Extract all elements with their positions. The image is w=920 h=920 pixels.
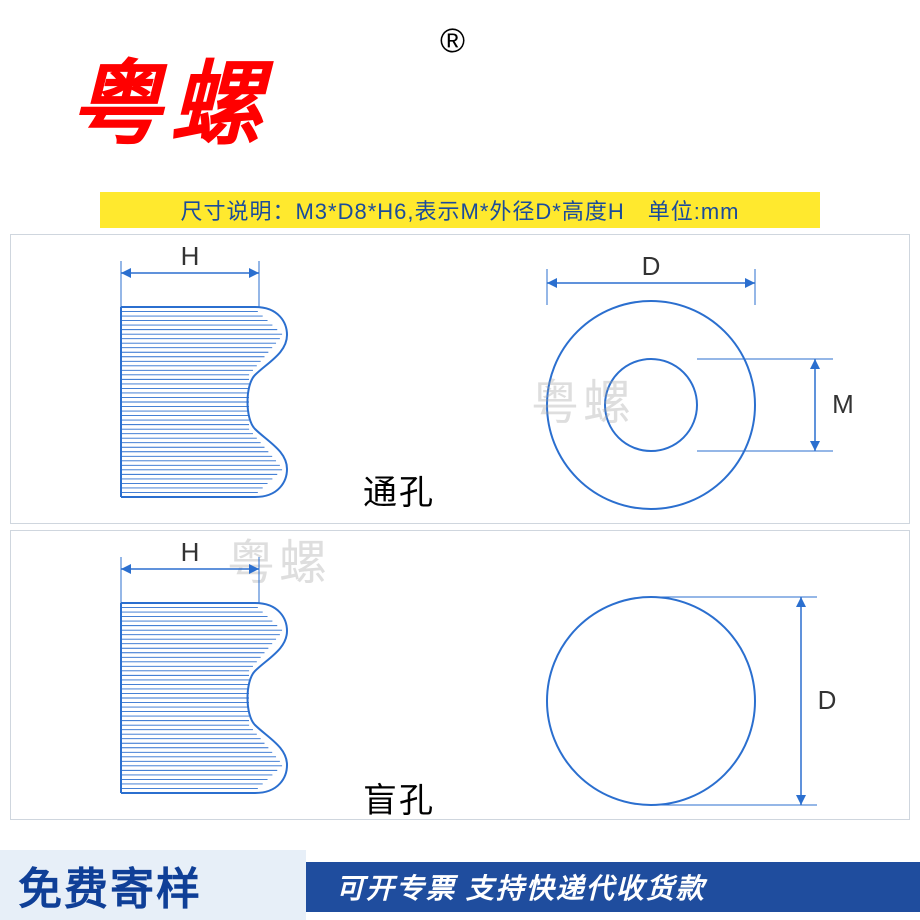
svg-text:H: H (181, 241, 200, 271)
diagram-panel-blind-hole: H D 盲孔 (10, 530, 910, 820)
footer-left-text: 免费寄样 (18, 853, 202, 917)
diagram-panel-through-hole: H MD 通孔 粤螺 粤螺 (10, 234, 910, 524)
svg-text:D: D (642, 251, 661, 281)
brand-text: 粤螺 (70, 54, 270, 156)
diagram-svg-1: H M D (11, 235, 911, 525)
footer-left: 免费寄样 (0, 850, 306, 920)
trademark-symbol: ® (440, 22, 465, 61)
svg-text:M: M (832, 389, 854, 419)
footer: 免费寄样 可开专票 支持快递代收货款 (0, 848, 920, 920)
dimension-legend: 尺寸说明：M3*D8*H6,表示M*外径D*高度H 单位:mm (100, 192, 820, 228)
svg-text:H: H (181, 537, 200, 567)
brand-logo: 粤螺 ® (70, 30, 270, 163)
label-through-hole: 通孔 (363, 465, 435, 514)
diagram-svg-2: H D (11, 531, 911, 821)
footer-right-text: 可开专票 支持快递代收货款 (336, 867, 706, 907)
footer-right: 可开专票 支持快递代收货款 (306, 862, 920, 912)
legend-text: 尺寸说明：M3*D8*H6,表示M*外径D*高度H 单位:mm (180, 194, 739, 226)
svg-text:D: D (818, 685, 837, 715)
label-blind-hole: 盲孔 (363, 773, 435, 822)
